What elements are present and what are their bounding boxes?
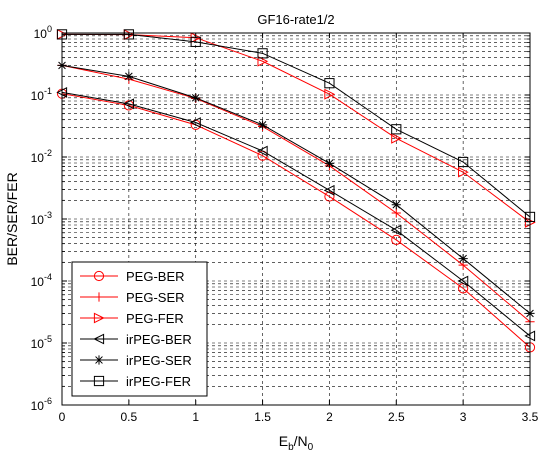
legend-entry: PEG-BER — [80, 269, 185, 284]
y-axis-label: BER/SER/FER — [4, 172, 20, 265]
x-tick-label: 3.5 — [522, 410, 539, 424]
data-point — [458, 156, 469, 168]
data-point — [391, 234, 402, 246]
chart-title: GF16-rate1/2 — [257, 12, 334, 27]
legend-label: PEG-BER — [126, 269, 185, 284]
data-point — [124, 71, 134, 81]
legend-box — [71, 261, 208, 397]
data-point — [324, 88, 336, 100]
series-layer — [56, 28, 536, 353]
series-line — [61, 64, 531, 323]
y-tick-label: 10-1 — [31, 86, 52, 103]
data-point — [324, 78, 335, 89]
data-point — [391, 200, 401, 210]
x-axis-label-main: E — [279, 433, 288, 449]
data-point — [458, 253, 468, 264]
legend: PEG-BER PEG-SER PEG-FER irPEG-BER irPEG-SER i… — [71, 261, 208, 397]
y-tick-label: 10-3 — [31, 210, 52, 227]
legend-label: irPEG-FER — [126, 374, 191, 389]
data-point — [391, 132, 403, 144]
data-point — [391, 124, 402, 135]
data-point — [324, 191, 335, 202]
data-point — [458, 166, 469, 178]
x-tick-label: 1 — [192, 410, 199, 424]
data-point — [189, 117, 201, 128]
legend-entry: PEG-FER — [80, 311, 184, 326]
legend-marker — [93, 375, 105, 387]
data-point — [391, 208, 401, 218]
series-line — [61, 93, 531, 348]
data-point — [257, 48, 268, 59]
legend-marker — [94, 292, 104, 302]
data-point — [191, 93, 201, 103]
data-point — [390, 224, 402, 236]
legend-entry: irPEG-FER — [80, 374, 191, 389]
legend-marker — [94, 355, 104, 365]
data-point — [256, 145, 268, 157]
data-point — [257, 55, 269, 67]
x-axis-label: Eb/N0 — [279, 433, 314, 453]
series-line — [61, 91, 531, 337]
legend-marker — [93, 333, 105, 345]
x-tick-label: 3 — [460, 410, 467, 424]
x-axis-label-sub2: 0 — [308, 442, 314, 453]
data-point — [457, 275, 469, 287]
series-line — [61, 64, 531, 314]
y-tick-label: 100 — [34, 24, 52, 41]
data-point — [123, 98, 134, 110]
tick-layer: 0 0.5 1 1.5 2 2.5 3 3.5 10-6 10-5 10-4 10-3 10-2 10-1… — [31, 24, 539, 424]
x-tick-label: 2.5 — [388, 410, 405, 424]
x-tick-label: 0.5 — [121, 410, 138, 424]
x-tick-label: 0 — [59, 410, 66, 424]
legend-marker — [93, 270, 105, 282]
legend-entry: PEG-SER — [80, 290, 185, 305]
legend-label: PEG-FER — [126, 311, 184, 326]
data-point — [257, 120, 268, 130]
data-point — [324, 158, 335, 168]
legend-label: irPEG-SER — [126, 353, 192, 368]
legend-entry: irPEG-BER — [80, 332, 192, 347]
legend-entry: irPEG-SER — [80, 353, 192, 368]
x-tick-label: 1.5 — [254, 410, 271, 424]
series-irpeg-fer — [56, 29, 536, 223]
y-tick-label: 10-2 — [31, 148, 52, 165]
data-point — [123, 29, 134, 40]
y-tick-label: 10-4 — [31, 272, 52, 289]
legend-label: PEG-SER — [126, 290, 185, 305]
y-tick-label: 10-5 — [31, 334, 52, 351]
series-line — [62, 33, 531, 218]
data-point — [323, 184, 335, 196]
x-tick-label: 2 — [326, 410, 333, 424]
legend-label: irPEG-BER — [126, 332, 192, 347]
y-tick-label: 10-6 — [31, 396, 52, 413]
x-axis-label-sep: /N — [294, 433, 308, 449]
x-axis-label-sub1: b — [288, 442, 294, 453]
legend-marker — [93, 312, 105, 324]
